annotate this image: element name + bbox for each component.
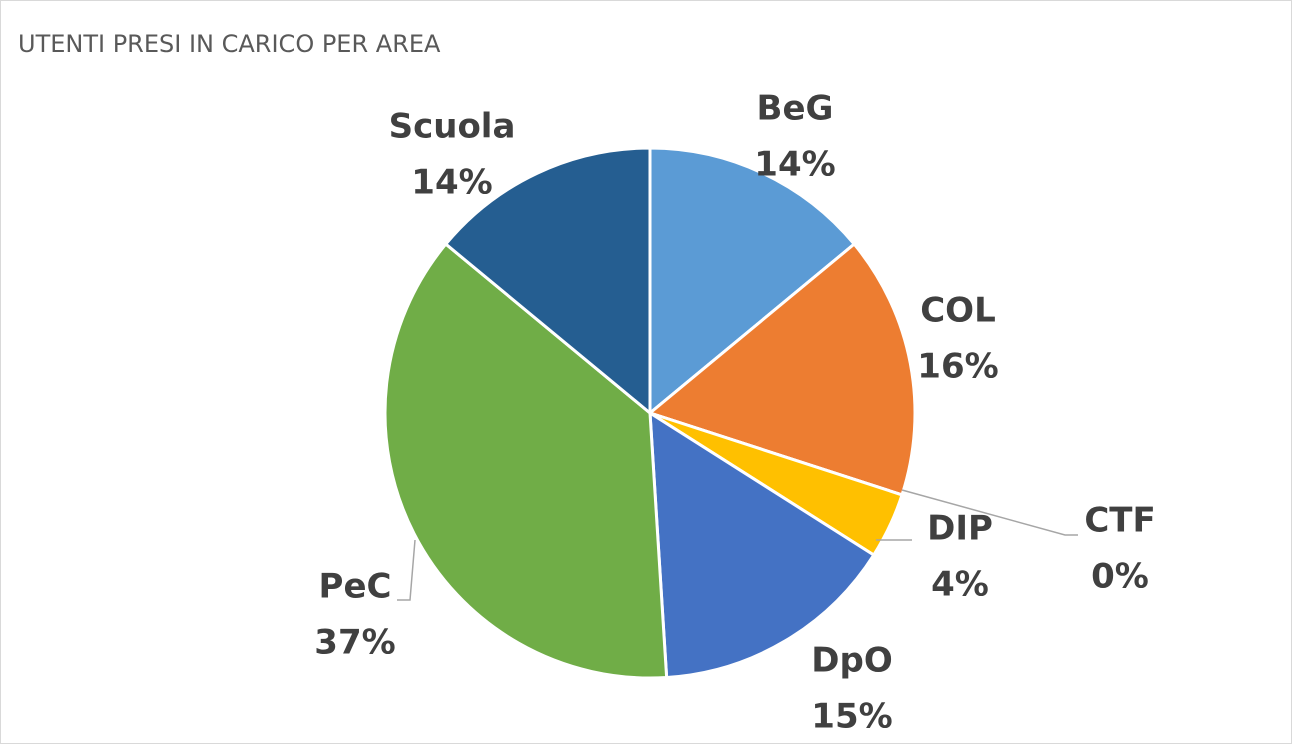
- category-label: Scuola: [389, 107, 516, 147]
- pie-slice: [646, 241, 917, 497]
- pie-slice: [648, 146, 857, 417]
- category-label: CTF: [1084, 501, 1155, 541]
- pie-slice: [443, 146, 652, 417]
- value-label: 4%: [931, 565, 989, 605]
- leader-line: [901, 489, 1078, 536]
- value-label: 37%: [314, 623, 395, 663]
- category-label: DpO: [811, 641, 892, 681]
- category-label: DIP: [927, 509, 993, 549]
- value-label: 16%: [917, 347, 998, 387]
- pie-slice: [383, 241, 669, 680]
- value-label: 0%: [1091, 557, 1149, 597]
- value-label: 14%: [411, 163, 492, 203]
- pie-slice: [648, 410, 876, 680]
- value-label: 14%: [754, 145, 835, 185]
- leader-lines: [397, 489, 1078, 601]
- value-label: 15%: [811, 697, 892, 737]
- chart-title: UTENTI PRESI IN CARICO PER AREA: [18, 30, 441, 58]
- pie: [383, 146, 917, 680]
- leader-line: [397, 539, 416, 601]
- category-label: COL: [920, 291, 996, 331]
- category-label: BeG: [757, 89, 834, 129]
- category-label: PeC: [319, 567, 392, 607]
